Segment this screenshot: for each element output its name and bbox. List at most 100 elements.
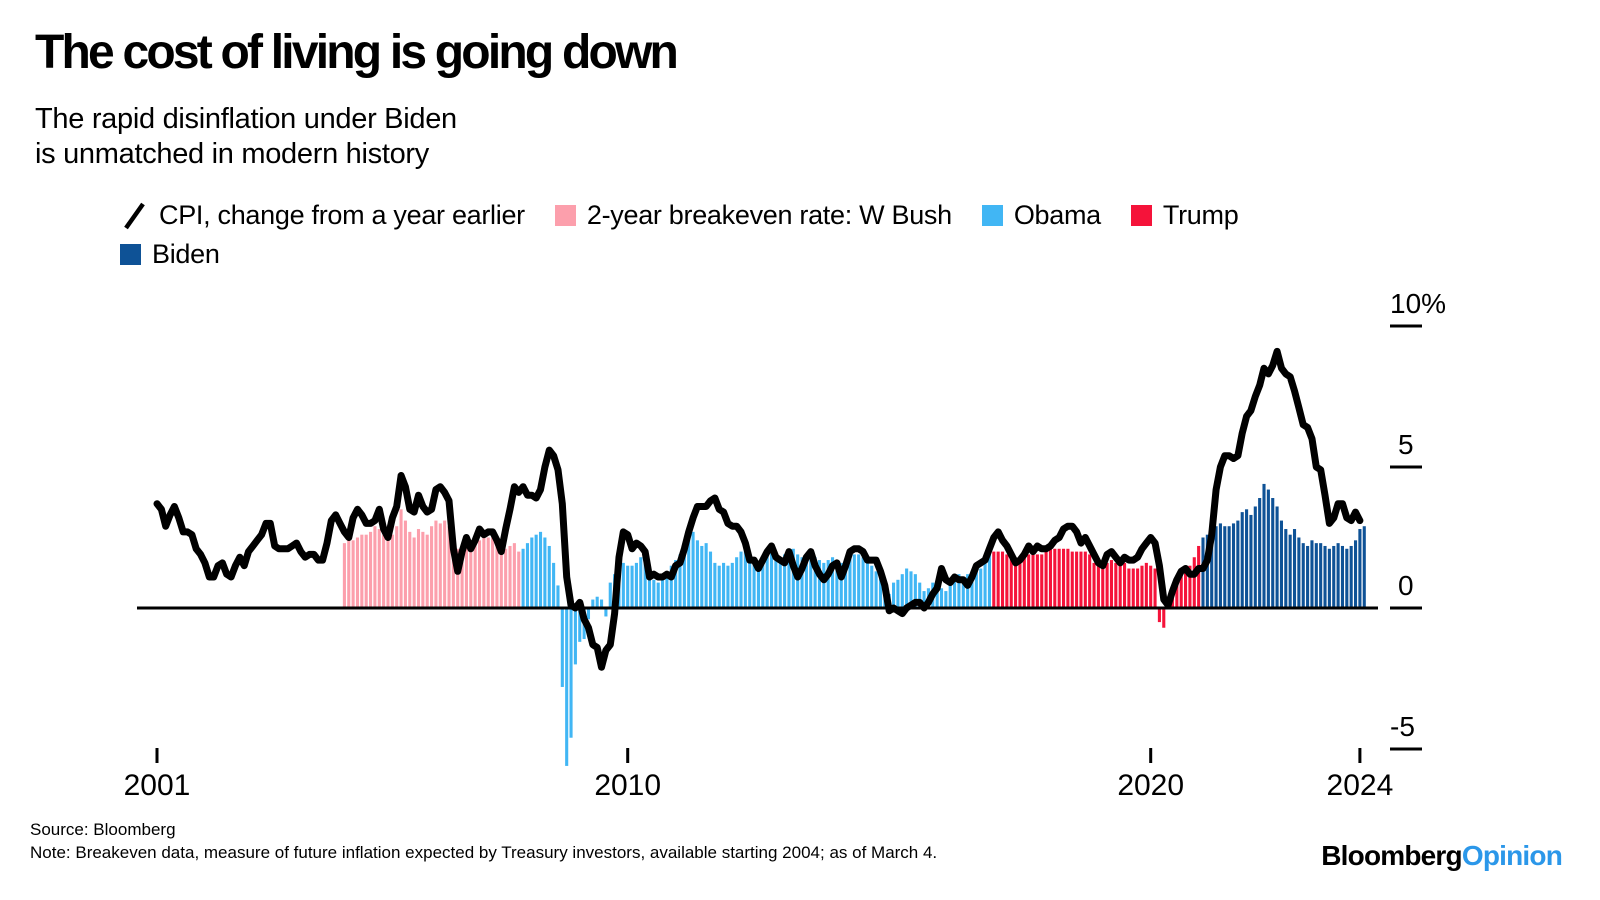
breakeven-bar (491, 537, 495, 608)
breakeven-bar (1192, 557, 1196, 608)
breakeven-bar (1249, 514, 1253, 608)
breakeven-bar (1022, 557, 1026, 608)
breakeven-bar (1314, 543, 1318, 608)
breakeven-bar (1284, 529, 1288, 608)
breakeven-bar (621, 562, 625, 608)
breakeven-bar (870, 565, 874, 608)
breakeven-bar (582, 608, 586, 640)
breakeven-bar (639, 557, 643, 608)
breakeven-bar (1048, 548, 1053, 608)
breakeven-bar (613, 574, 617, 608)
breakeven-bar (1327, 548, 1331, 608)
breakeven-bar (674, 560, 678, 608)
breakeven-bar (1175, 582, 1179, 608)
breakeven-bar (926, 588, 930, 608)
breakeven-bar (987, 554, 991, 608)
breakeven-bar (1035, 554, 1039, 608)
breakeven-bar (896, 579, 900, 608)
breakeven-bar (961, 576, 965, 608)
breakeven-bar (1144, 562, 1148, 608)
breakeven-bar (634, 562, 638, 608)
breakeven-bar (517, 551, 521, 608)
breakeven-bar (604, 608, 608, 617)
breakeven-bar (948, 582, 952, 608)
breakeven-bar (748, 554, 752, 608)
breakeven-bar (761, 557, 765, 608)
breakeven-bar (608, 582, 612, 608)
breakeven-bar (477, 540, 482, 608)
breakeven-bar (512, 543, 516, 608)
breakeven-bar (857, 554, 861, 608)
breakeven-bar (844, 560, 848, 608)
breakeven-bar (469, 545, 473, 608)
bloomberg-opinion-logo: BloombergOpinion (1321, 840, 1563, 872)
breakeven-bar (708, 551, 713, 608)
breakeven-bar (364, 534, 368, 608)
breakeven-bar (796, 554, 800, 608)
breakeven-bar (970, 571, 974, 608)
breakeven-bar (774, 554, 778, 608)
breakeven-bar (408, 531, 412, 608)
breakeven-bar (1040, 554, 1044, 608)
breakeven-bar (695, 540, 699, 608)
breakeven-bar (953, 576, 957, 608)
breakeven-bar (1201, 537, 1205, 608)
legend-item-obama: Obama (981, 200, 1101, 231)
legend-label: Biden (152, 239, 220, 269)
cpi-line (153, 347, 1364, 671)
breakeven-bar (656, 582, 660, 608)
breakeven-bar (1214, 526, 1218, 608)
legend-swatch-icon (120, 244, 141, 265)
breakeven-bar (835, 560, 839, 608)
legend-swatch-icon (1130, 205, 1152, 226)
breakeven-bar (486, 537, 490, 608)
breakeven-bar (1075, 551, 1079, 608)
breakeven-bar (678, 554, 682, 608)
breakeven-bar (878, 574, 883, 608)
breakeven-bar (1179, 574, 1183, 608)
breakeven-bar (905, 568, 909, 608)
breakeven-bar (395, 526, 399, 608)
breakeven-bar (939, 588, 944, 608)
breakeven-bar (390, 534, 394, 608)
breakeven-bar (1061, 548, 1066, 608)
breakeven-bar (1310, 540, 1314, 608)
breakeven-bar (966, 574, 970, 608)
breakeven-bar (944, 591, 948, 608)
breakeven-bar (1014, 560, 1018, 608)
breakeven-bar (617, 568, 621, 608)
breakeven-bar (1301, 543, 1305, 608)
breakeven-bar (769, 548, 774, 608)
breakeven-bar (534, 534, 538, 608)
legend-row-2: Biden (120, 235, 1238, 274)
breakeven-bar (1096, 565, 1100, 608)
breakeven-bar (1358, 529, 1362, 608)
breakeven-bar (1157, 608, 1161, 623)
breakeven-bar (1105, 562, 1109, 608)
breakeven-bar (351, 540, 355, 608)
breakeven-bar (687, 537, 691, 608)
legend-label: Trump (1162, 200, 1239, 230)
breakeven-bar (1262, 483, 1266, 608)
breakeven-bar (482, 537, 486, 608)
breakeven-bar (813, 557, 817, 608)
breakeven-bar (1053, 548, 1057, 608)
breakeven-bar (983, 560, 987, 608)
y-axis-tick-label: 5 (1398, 429, 1414, 460)
breakeven-bar (347, 537, 351, 608)
breakeven-bar (1027, 554, 1031, 608)
breakeven-bar (1118, 565, 1122, 608)
breakeven-bar (957, 574, 961, 608)
legend-row-1: CPI, change from a year earlier 2-year br… (120, 196, 1239, 235)
legend: CPI, change from a year earlier 2-year br… (120, 196, 1239, 274)
breakeven-bar (726, 565, 730, 608)
y-axis-tick-label: 0 (1398, 570, 1414, 601)
breakeven-bar (913, 574, 917, 608)
breakeven-bar (530, 537, 534, 608)
subtitle-line-2: is unmatched in modern history (35, 138, 429, 170)
breakeven-bar (909, 571, 913, 608)
breakeven-bar (1275, 506, 1279, 608)
breakeven-bar (1345, 548, 1349, 608)
breakeven-bar (1258, 498, 1262, 608)
breakeven-bar (626, 565, 630, 608)
